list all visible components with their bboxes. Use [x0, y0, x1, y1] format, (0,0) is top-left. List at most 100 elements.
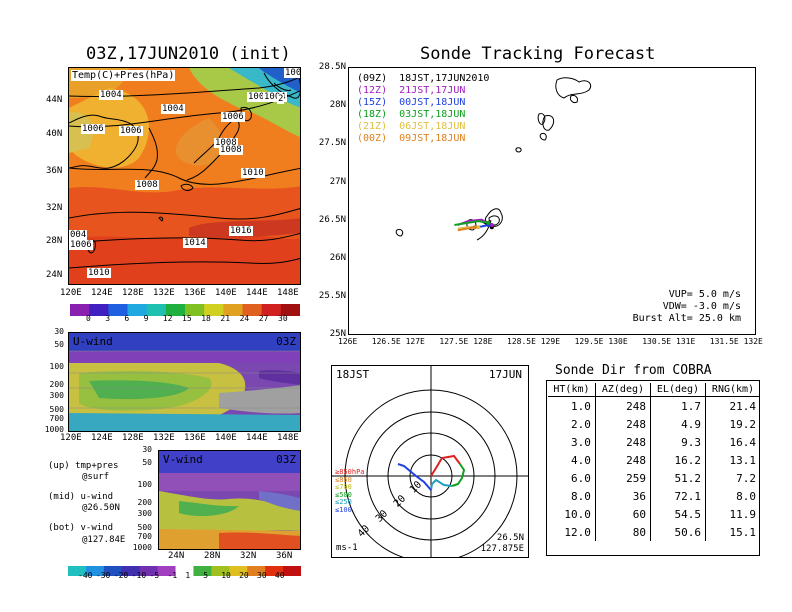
note-mid-2: @26.50N — [82, 503, 120, 513]
isobar-label: 1004 — [161, 104, 185, 114]
colorbar-bottom-swatch — [193, 566, 212, 576]
table-cell: 72.1 — [650, 487, 707, 505]
right-title: Sonde Tracking Forecast — [420, 44, 656, 64]
colorbar-bottom-swatch — [139, 566, 159, 576]
note-bot-1: (bot) v-wind — [48, 523, 114, 533]
track-x-tick: 127.5E — [439, 337, 469, 346]
isobar-label: 1006 — [81, 124, 105, 134]
table-cell: 4.0 — [548, 451, 596, 469]
isobar-label: 1016 — [229, 226, 253, 236]
hodo-legend-entry: ≥850hPa — [335, 468, 365, 476]
colorbar-top-swatch — [108, 304, 128, 316]
colorbar-top — [70, 301, 301, 316]
v-wind-y-tick: 1000 — [132, 543, 152, 552]
table-row: 10.0 60 54.5 11.9 — [548, 505, 760, 523]
note-up-1: (up) tmp+pres — [48, 461, 119, 471]
colorbar-top-swatch — [146, 304, 167, 316]
table-header-cell: EL(deg) — [650, 383, 707, 397]
v-wind-x-tick: 24N — [168, 551, 185, 561]
v-wind-time: 03Z — [276, 453, 296, 466]
isobar-label: 1008 — [135, 180, 159, 190]
v-wind-y-tick: 30 — [142, 445, 152, 454]
table-cell: 248 — [595, 433, 651, 451]
v-wind-y-tick: 300 — [137, 509, 152, 518]
colorbar-top-label: 3 — [105, 314, 111, 323]
colorbar-bottom-label: 20 — [239, 571, 249, 580]
table-row: 2.0 248 4.9 19.2 — [548, 415, 760, 433]
colorbar-top-label: 12 — [162, 314, 173, 323]
colorbar-top-swatch — [89, 304, 109, 316]
colorbar-bottom-label: -1 — [167, 571, 178, 580]
colorbar-bottom-swatch — [68, 566, 87, 576]
u-wind-field — [69, 333, 300, 431]
map-y-tick: 28N — [46, 236, 63, 246]
table-row: 1.0 248 1.7 21.4 — [548, 396, 760, 415]
colorbar-top-swatch — [261, 304, 282, 316]
table-cell: 9.3 — [650, 433, 707, 451]
table-cell: 19.2 — [729, 417, 757, 431]
hodograph — [332, 366, 528, 557]
table-cell: 259 — [595, 469, 651, 487]
u-wind-y-tick: 300 — [49, 391, 64, 400]
colorbar-bottom-label: 10 — [221, 571, 231, 580]
field-hot — [69, 234, 300, 284]
track-x-tick: 132E — [743, 337, 763, 346]
colorbar-bottom-swatch — [121, 566, 141, 576]
table-header-row: HT(km) AZ(deg) EL(deg) RNG(km) — [548, 383, 760, 397]
track-x-tick: 130.5E — [642, 337, 672, 346]
u-wind-x-tick: 144E — [246, 433, 268, 443]
colorbar-bottom-swatch — [157, 566, 177, 576]
hodograph-segment — [430, 478, 453, 491]
track-x-tick: 129.5E — [574, 337, 604, 346]
u-wind-x-tick: 124E — [91, 433, 113, 443]
colorbar-top-label: 27 — [258, 314, 269, 323]
colorbar-top-swatch — [280, 304, 301, 316]
temperature-pressure-map: Temp(C)+Pres(hPa) 1004 1004 1004 1006 1006 10… — [68, 67, 301, 285]
table-cell: 7.2 — [736, 471, 756, 485]
table-cell: 248 — [595, 415, 651, 433]
colorbar-top-label: 30 — [278, 314, 288, 323]
map-x-tick: 124E — [91, 288, 113, 298]
colorbar-bottom-swatch — [265, 566, 284, 576]
track-series-line — [454, 220, 489, 226]
colorbar-bottom — [68, 561, 302, 576]
table-row: 8.0 36 72.1 8.0 — [548, 487, 760, 505]
map-y-tick: 24N — [46, 270, 63, 280]
table-row: 6.0 259 51.2 7.2 — [548, 469, 760, 487]
table-title: Sonde Dir from COBRA — [555, 363, 712, 378]
track-x-tick: 126.5E — [371, 337, 401, 346]
table-row: 3.0 248 9.3 16.4 — [548, 433, 760, 451]
u-wind-panel: U-wind 03Z — [68, 332, 301, 432]
track-legend-entry: (15Z) 00JST,18JUN — [357, 97, 466, 108]
isobar-label: 1014 — [183, 238, 207, 248]
hodo-loc-lon: 127.875E — [480, 544, 524, 554]
track-series-end — [486, 220, 491, 225]
isobar-label: 1006 — [119, 126, 143, 136]
track-y-tick: 28N — [329, 100, 346, 111]
map-x-tick: 136E — [184, 288, 206, 298]
table-cell: 1.0 — [548, 396, 596, 415]
map-y-tick: 40N — [46, 129, 63, 139]
table-cell: 16.4 — [729, 435, 757, 449]
isobar-label: 004 — [69, 230, 88, 240]
track-series-end — [489, 223, 494, 227]
track-panel: (09Z) 18JST,17JUN2010 (12Z) 21JST,17JUN (1… — [348, 67, 756, 335]
colorbar-top-label: 0 — [86, 314, 91, 323]
v-wind-y-tick: 500 — [137, 523, 152, 532]
note-bot-2: @127.84E — [82, 535, 126, 545]
colorbar-bottom-swatch — [211, 566, 230, 576]
hodograph-rings — [332, 366, 528, 557]
hodo-legend-entry: ≤700 — [335, 483, 352, 491]
isobar-label: 1010 — [87, 268, 111, 278]
colorbar-bottom-swatch — [175, 566, 194, 576]
hodograph-trace — [397, 454, 466, 491]
u-wind-y-tick: 700 — [49, 414, 64, 423]
colorbar-top-swatch — [223, 304, 243, 316]
hodograph-segment — [397, 463, 432, 491]
map-x-tick: 140E — [215, 288, 237, 298]
table-cell: 12.0 — [548, 523, 596, 541]
colorbar-bottom-label: -30 — [95, 571, 111, 580]
colorbar-top-swatch — [127, 304, 148, 316]
table-cell: 15.1 — [729, 525, 757, 539]
isobar-label: 1004 — [263, 92, 287, 102]
